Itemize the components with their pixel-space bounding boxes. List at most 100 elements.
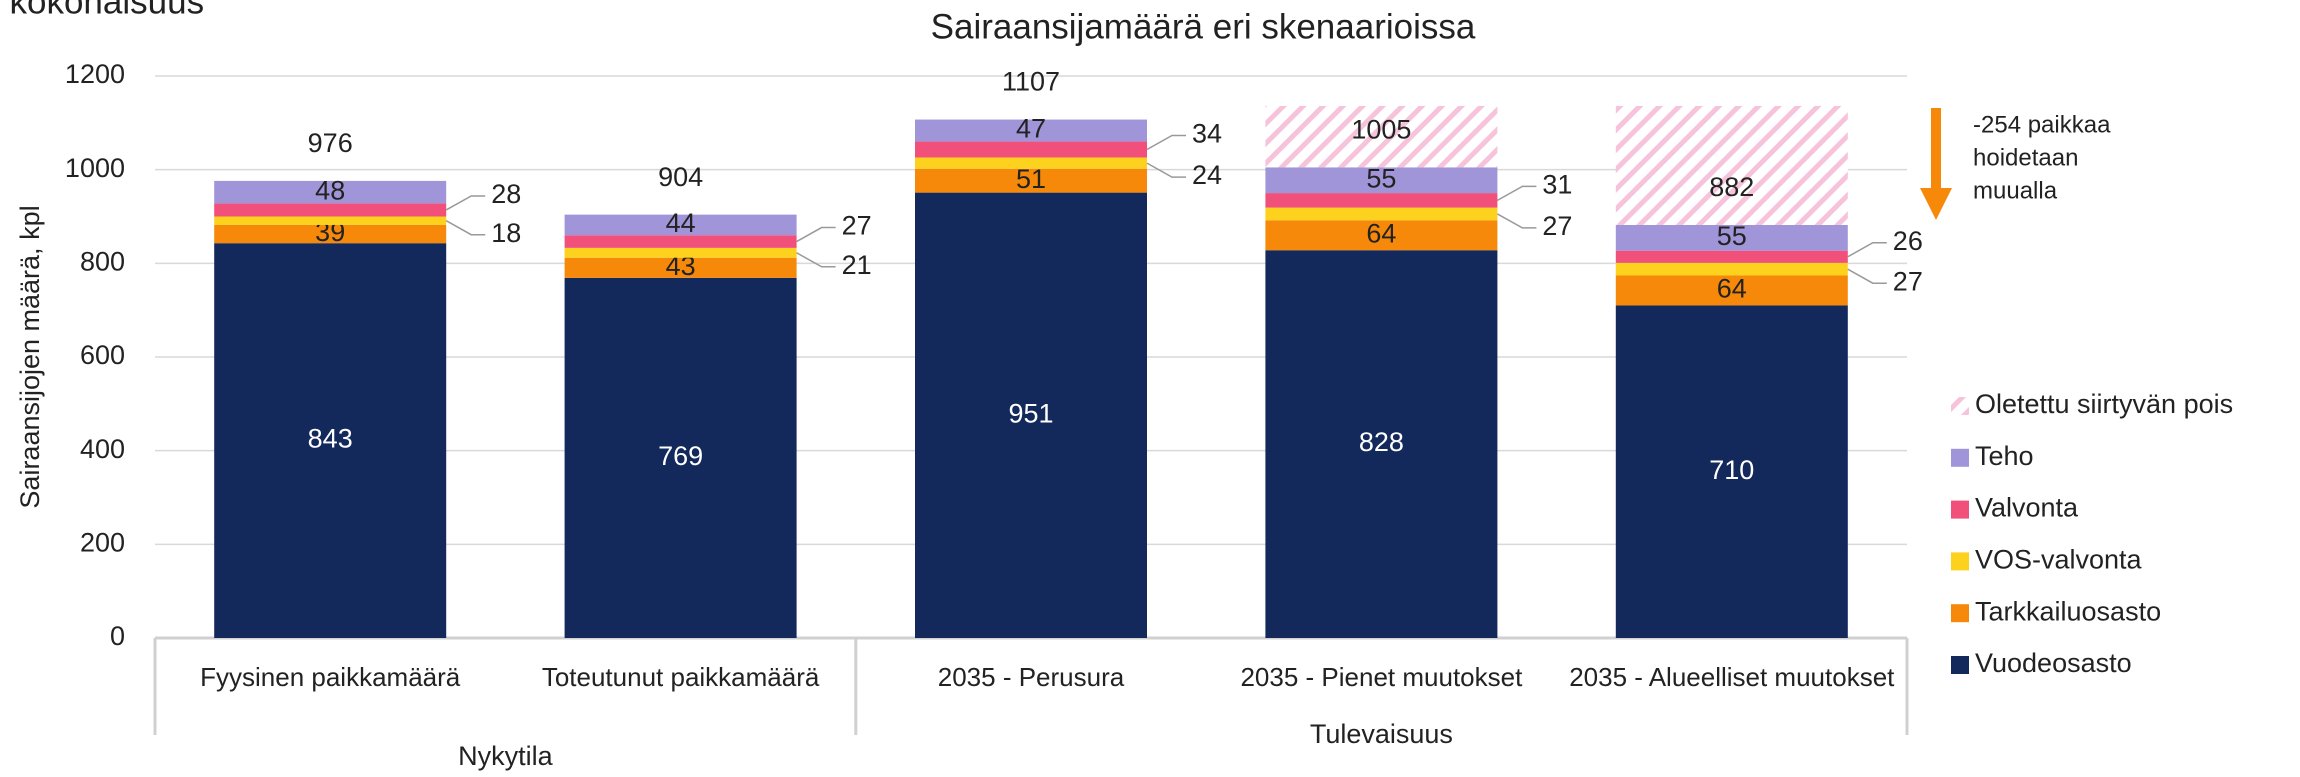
annotation-text: -254 paikkaa <box>1973 111 2111 138</box>
data-label: 18 <box>491 218 521 248</box>
bar-segment <box>915 119 1147 142</box>
data-label: 26 <box>1893 226 1923 256</box>
legend-swatch <box>1951 656 1969 674</box>
bar-segment <box>1615 224 1848 251</box>
bar-segment <box>564 214 797 236</box>
group-label: Tulevaisuus <box>1310 719 1453 749</box>
y-tick-label: 200 <box>80 527 125 557</box>
data-label: 710 <box>1709 455 1754 485</box>
x-tick-label: Toteutunut paikkamäärä <box>541 662 820 692</box>
leader-line <box>1497 213 1537 229</box>
bar-segment <box>1265 220 1498 251</box>
chart-title: Sairaansijamäärä eri skenaarioissa <box>931 7 1476 46</box>
leader-line <box>1847 242 1887 258</box>
x-tick-label: Fyysinen paikkamäärä <box>200 662 461 692</box>
data-label: 64 <box>1366 218 1396 248</box>
data-label: 828 <box>1359 427 1404 457</box>
data-label: 34 <box>1192 119 1222 149</box>
bar-segment <box>214 216 447 225</box>
data-label: 769 <box>658 441 703 471</box>
data-label: 44 <box>666 208 696 238</box>
bar-segment <box>1615 305 1848 638</box>
data-label: 27 <box>1893 266 1923 296</box>
x-tick-label: 2035 - Perusura <box>937 662 1125 692</box>
y-tick-label: 600 <box>80 340 125 370</box>
bar-segment <box>915 192 1147 639</box>
bar-segment <box>915 168 1147 193</box>
total-label: 904 <box>658 162 703 192</box>
leader-line <box>1146 134 1186 151</box>
header-fragment: i kokonaisuus <box>0 0 204 21</box>
bar-segment <box>1615 105 1848 225</box>
data-label: 51 <box>1016 164 1046 194</box>
leader-line <box>796 226 836 243</box>
bar-segment <box>564 257 797 278</box>
y-tick-label: 0 <box>110 621 125 651</box>
bar-segment <box>915 141 1147 158</box>
legend-label: Teho <box>1975 441 2034 471</box>
y-axis-label: Sairaansijojen määrä, kpl <box>15 205 45 508</box>
legend-swatch <box>1951 604 1969 623</box>
legend-label: Vuodeosasto <box>1975 648 2132 678</box>
data-label: 27 <box>1542 211 1572 241</box>
bar-segment <box>1615 275 1848 306</box>
legend-swatch <box>1951 397 1969 415</box>
leader-line <box>445 195 486 211</box>
x-tick-label: 2035 - Pienet muutokset <box>1240 662 1523 692</box>
bar-segment <box>564 235 797 248</box>
y-tick-label: 400 <box>80 434 125 464</box>
y-tick-label: 800 <box>80 246 125 276</box>
bar-segment <box>214 243 447 638</box>
data-label: 843 <box>308 424 353 454</box>
bar-segment <box>214 203 447 217</box>
total-label: 1005 <box>1351 114 1411 144</box>
bar-segment <box>915 157 1147 169</box>
legend-label: Tarkkailuosasto <box>1975 596 2161 626</box>
data-label: 27 <box>842 211 872 241</box>
data-label: 48 <box>315 175 345 205</box>
y-tick-label: 1000 <box>65 153 125 183</box>
x-tick-label: 2035 - Alueelliset muutokset <box>1569 662 1895 692</box>
data-label: 55 <box>1366 163 1396 193</box>
bar-segment <box>564 277 797 638</box>
data-label: 31 <box>1542 169 1572 199</box>
leader-line <box>796 252 836 268</box>
leader-line <box>1847 268 1887 284</box>
bar-segment <box>1615 250 1848 263</box>
bar-segment <box>1265 193 1498 208</box>
legend-label: VOS-valvonta <box>1975 545 2143 575</box>
legend-swatch <box>1951 552 1969 571</box>
annotation-arrow-shaft <box>1931 108 1941 188</box>
group-label: Nykytila <box>458 741 553 771</box>
legend-swatch <box>1951 500 1969 519</box>
bar-segment <box>564 247 797 258</box>
leader-line <box>1497 185 1537 201</box>
bar-segment <box>1265 167 1498 194</box>
bar-segment <box>214 180 447 204</box>
leader-line <box>1146 162 1186 178</box>
legend-swatch <box>1951 448 1969 467</box>
legend-label: Valvonta <box>1975 493 2079 523</box>
data-label: 21 <box>842 250 872 280</box>
bar-segment <box>1615 262 1848 276</box>
data-label: 28 <box>491 179 521 209</box>
data-label: 47 <box>1016 114 1046 144</box>
data-label: 24 <box>1192 160 1222 190</box>
annotation-text: muualla <box>1973 177 2058 204</box>
annotation-text: hoidetaan <box>1973 144 2078 171</box>
leader-line <box>445 220 486 236</box>
annotation-arrow-head <box>1920 188 1952 220</box>
data-label: 55 <box>1717 221 1747 251</box>
data-label: 64 <box>1717 274 1747 304</box>
data-label: 951 <box>1008 398 1053 428</box>
bar-segment <box>1265 105 1498 168</box>
bar-segment <box>1265 207 1498 221</box>
bar-segment <box>214 224 447 244</box>
total-label: 882 <box>1709 172 1754 202</box>
y-tick-label: 1200 <box>65 59 125 89</box>
total-label: 1107 <box>1002 67 1060 97</box>
total-label: 976 <box>308 128 353 158</box>
legend-label: Oletettu siirtyvän pois <box>1975 389 2233 419</box>
